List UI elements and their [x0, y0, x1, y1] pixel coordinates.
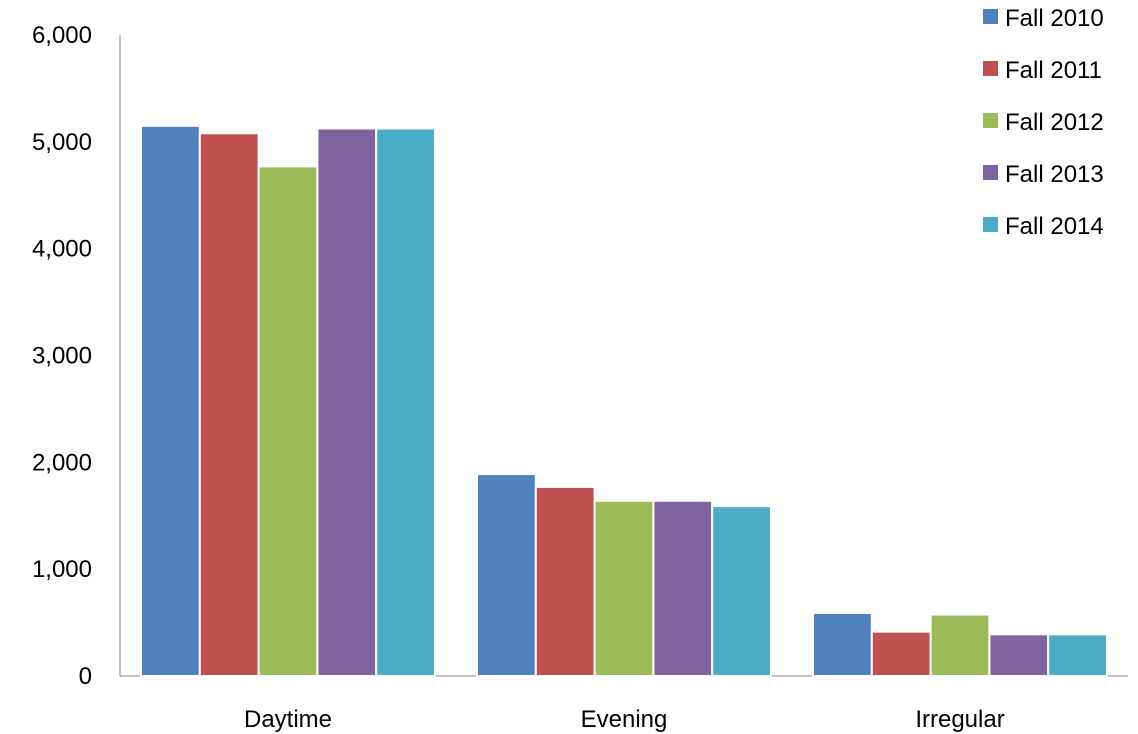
x-axis: Daytime Evening Irregular [120, 675, 1128, 733]
bar [870, 630, 932, 678]
bar [1047, 633, 1108, 678]
legend-swatch [983, 217, 998, 232]
bar [375, 127, 437, 677]
y-tick-label: 0 [79, 663, 92, 690]
y-axis: 0 1,000 2,000 3,000 4,000 5,000 6,000 [32, 22, 121, 690]
y-tick-label: 4,000 [32, 236, 92, 263]
bar [198, 132, 260, 677]
legend-swatch [983, 61, 998, 76]
legend-swatch [983, 9, 998, 24]
legend-label: Fall 2011 [1005, 57, 1102, 84]
legend-label: Fall 2010 [1005, 5, 1104, 32]
bar [988, 633, 1050, 678]
bar [534, 485, 596, 677]
y-tick-label: 6,000 [32, 22, 92, 49]
bar [140, 124, 201, 677]
bar [652, 499, 714, 677]
bar [476, 473, 537, 677]
legend-label: Fall 2013 [1005, 161, 1104, 188]
legend-swatch [983, 113, 998, 128]
bar [593, 499, 655, 677]
bar [257, 165, 319, 677]
legend-item: Fall 2012 [983, 109, 1104, 136]
legend-label: Fall 2012 [1005, 109, 1104, 136]
y-tick-label: 5,000 [32, 129, 92, 156]
x-category-label: Daytime [244, 706, 332, 733]
bar [316, 127, 378, 677]
bar [812, 611, 873, 677]
x-category-label: Irregular [915, 706, 1004, 733]
legend-item: Fall 2011 [983, 57, 1102, 84]
y-tick-label: 1,000 [32, 556, 92, 583]
legend-item: Fall 2010 [983, 5, 1104, 32]
legend-swatch [983, 165, 998, 180]
x-category-label: Evening [581, 706, 668, 733]
legend-item: Fall 2014 [983, 213, 1104, 240]
legend: Fall 2010 Fall 2011 Fall 2012 Fall 2013 Fall… [983, 5, 1104, 240]
bar [929, 613, 991, 678]
bars [140, 124, 1108, 678]
bar [711, 505, 773, 678]
legend-label: Fall 2014 [1005, 213, 1104, 240]
y-tick-label: 3,000 [32, 343, 92, 370]
y-tick-label: 2,000 [32, 449, 92, 476]
legend-item: Fall 2013 [983, 161, 1104, 188]
